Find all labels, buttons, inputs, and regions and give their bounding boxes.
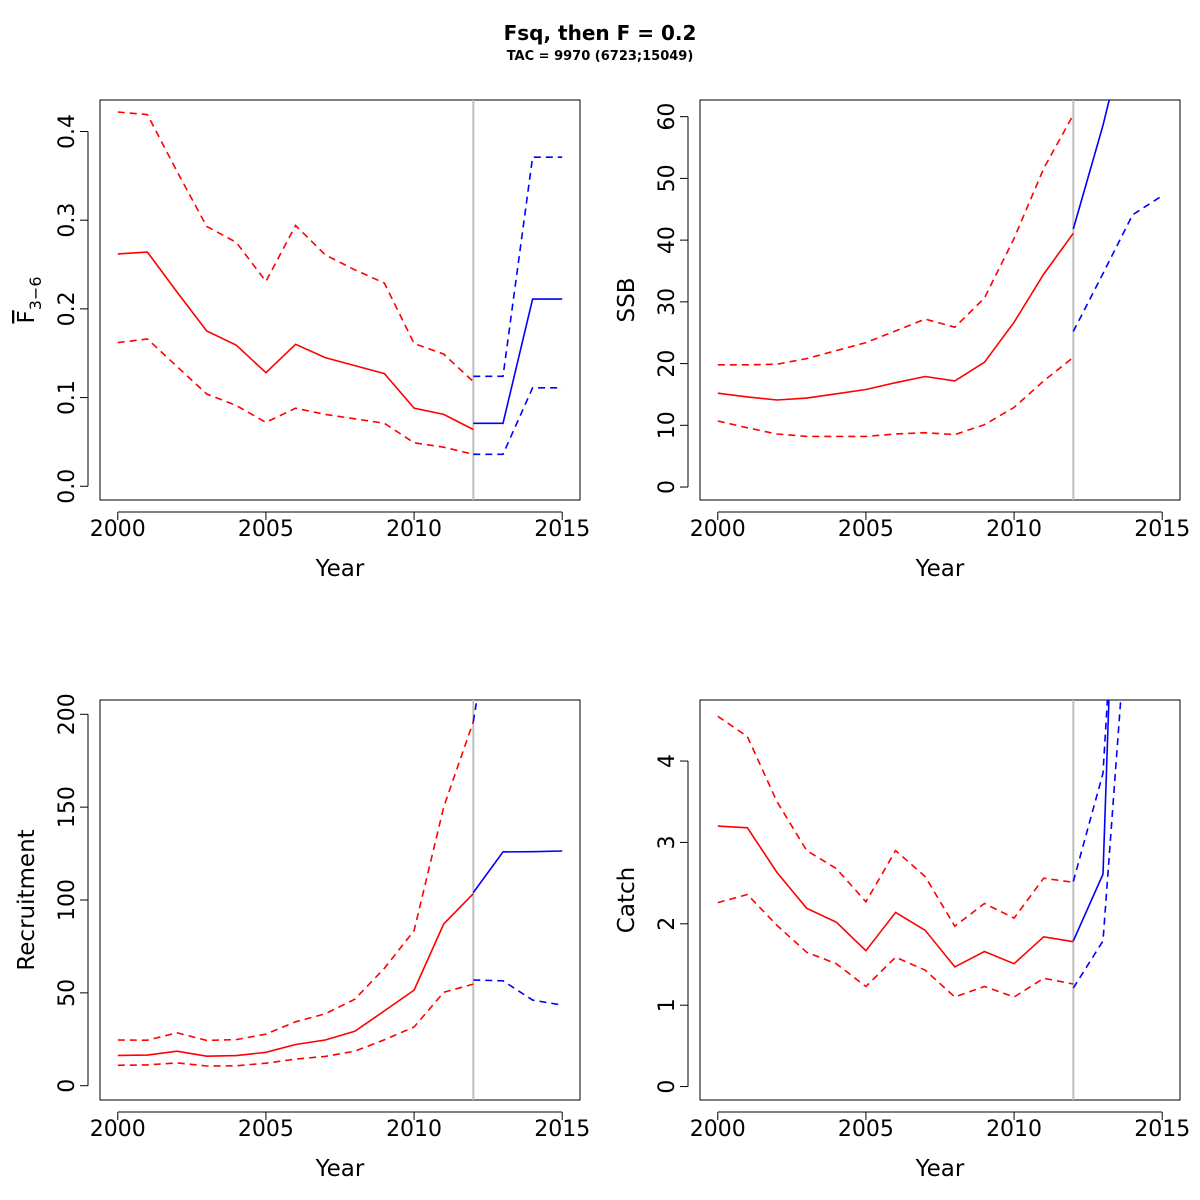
x-axis-label: Year [315, 1156, 365, 1182]
y-tick-label: 40 [655, 226, 680, 254]
y-axis: 0 1 2 3 4 [655, 754, 689, 1094]
forecast-line [1072, 700, 1110, 942]
plot-frame [699, 699, 1181, 1101]
y-tick-label: 0.0 [55, 469, 80, 504]
y-tick-label: 60 [655, 103, 680, 131]
x-tick-label: 2000 [690, 517, 746, 542]
y-tick-label: 150 [55, 786, 80, 828]
y-tick-label: 0 [655, 1080, 680, 1094]
x-tick-label: 2005 [838, 1117, 894, 1142]
estimate-line [717, 825, 1074, 968]
panel-ssb: 2000 2005 2010 2015 0 10 20 30 40 50 60 Year SSB [614, 99, 1190, 582]
series-group [717, 700, 1122, 998]
panel-catch: 2000 2005 2010 2015 0 1 2 3 4 Year Catch [614, 699, 1190, 1182]
y-tick-label: 4 [655, 754, 680, 768]
y-tick-label: 0.4 [55, 114, 80, 149]
y-tick-label: 30 [655, 288, 680, 316]
y-tick-label: 50 [55, 979, 80, 1007]
plot-frame [99, 99, 581, 501]
x-tick-label: 2010 [986, 1117, 1042, 1142]
forecast-line [473, 298, 563, 425]
x-axis-label: Year [915, 1156, 965, 1182]
forecast-bound-line [473, 979, 563, 1006]
plot-frame [99, 699, 581, 1101]
y-tick-label: 3 [655, 835, 680, 849]
forecast-bound-line [1072, 700, 1109, 882]
x-tick-label: 2010 [986, 517, 1042, 542]
panel-f-3-6: 2000 2005 2010 2015 0.0 0.1 0.2 0.3 0.4 Year F3−… [14, 99, 590, 582]
y-tick-label: 0.3 [55, 203, 80, 238]
y-tick-label: 20 [655, 350, 680, 378]
y-axis-label: Catch [614, 867, 640, 933]
series-group [117, 111, 563, 456]
x-tick-label: 2015 [534, 517, 590, 542]
y-tick-label: 0.2 [55, 291, 80, 326]
y-tick-label: 0 [55, 1079, 80, 1093]
x-tick-label: 2000 [90, 517, 146, 542]
y-axis-label: Recruitment [14, 829, 40, 970]
series-group [717, 100, 1163, 438]
estimate-bound-line [717, 356, 1074, 438]
x-axis-label: Year [915, 556, 965, 582]
estimate-bound-line [117, 721, 475, 1042]
y-axis-label: F3−6 [14, 277, 45, 324]
y-axis-label: SSB [614, 278, 640, 323]
estimate-bound-line [117, 983, 474, 1067]
estimate-bound-line [117, 111, 474, 383]
estimate-bound-line [717, 893, 1074, 998]
y-tick-label: 1 [655, 998, 680, 1012]
figure-title: Fsq, then F = 0.2 [504, 21, 697, 45]
y-tick-label: 50 [655, 164, 680, 192]
forecast-bound-line [1072, 700, 1122, 989]
x-tick-label: 2005 [238, 517, 294, 542]
estimate-bound-line [117, 338, 474, 456]
estimate-bound-line [717, 715, 1074, 928]
x-tick-label: 2015 [1134, 517, 1190, 542]
x-tick-label: 2000 [90, 1117, 146, 1142]
x-tick-label: 2000 [690, 1117, 746, 1142]
forecast-bound-line [1072, 195, 1163, 332]
x-tick-label: 2005 [838, 517, 894, 542]
x-axis-label: Year [315, 556, 365, 582]
x-axis: 2000 2005 2010 2015 [90, 511, 590, 542]
x-axis: 2000 2005 2010 2015 [690, 511, 1190, 542]
estimate-line [717, 232, 1074, 401]
forecast-bound-line [473, 156, 563, 378]
x-tick-label: 2010 [386, 517, 442, 542]
x-axis: 2000 2005 2010 2015 [90, 1111, 590, 1142]
panel-recruitment: 2000 2005 2010 2015 0 50 100 150 200 Year Recrui… [14, 693, 590, 1182]
y-tick-label: 0.1 [55, 380, 80, 415]
x-axis: 2000 2005 2010 2015 [690, 1111, 1190, 1142]
plot-frame [699, 99, 1181, 501]
x-tick-label: 2005 [238, 1117, 294, 1142]
estimate-bound-line [717, 114, 1075, 366]
forecast-line [1072, 100, 1111, 230]
estimate-line [117, 251, 474, 431]
y-axis: 0.0 0.1 0.2 0.3 0.4 [55, 114, 89, 504]
figure-subtitle: TAC = 9970 (6723;15049) [507, 49, 694, 64]
x-tick-label: 2010 [386, 1117, 442, 1142]
y-tick-label: 2 [655, 917, 680, 931]
y-tick-label: 0 [655, 480, 680, 494]
forecast-line [472, 850, 563, 894]
forecast-bound-line [473, 386, 563, 456]
y-tick-label: 100 [55, 879, 80, 921]
x-tick-label: 2015 [1134, 1117, 1190, 1142]
y-axis-label-subscript: 3−6 [26, 277, 45, 311]
series-group [117, 703, 563, 1067]
x-tick-label: 2015 [534, 1117, 590, 1142]
y-axis-label-main: F [14, 310, 40, 323]
forecast-bound-line [472, 703, 478, 722]
y-axis: 0 10 20 30 40 50 60 [655, 103, 689, 494]
y-tick-label: 200 [55, 693, 80, 735]
y-tick-label: 10 [655, 411, 680, 439]
estimate-line [117, 893, 474, 1058]
y-axis: 0 50 100 150 200 [55, 693, 89, 1093]
